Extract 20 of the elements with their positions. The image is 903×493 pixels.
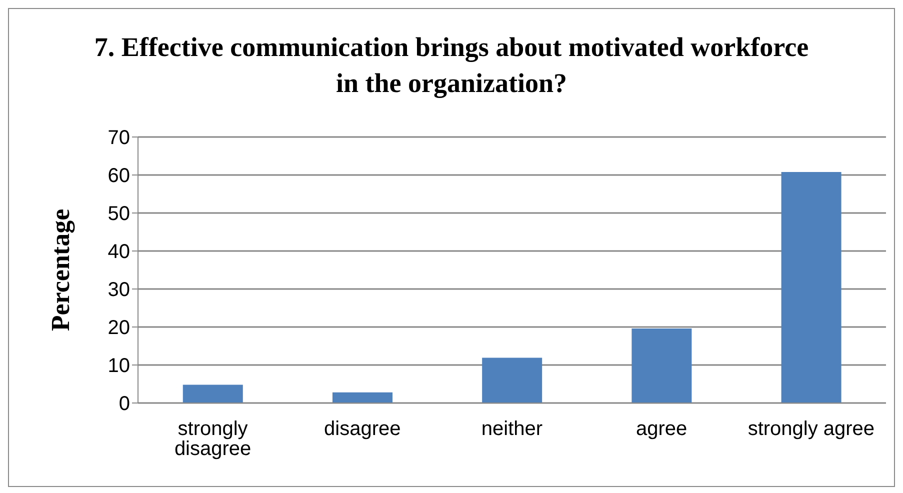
y-tick-label: 30	[108, 279, 130, 302]
x-tick-label: strongly disagree	[174, 418, 252, 460]
bar	[482, 358, 542, 403]
y-tick-label: 0	[118, 393, 130, 416]
y-tick-label: 10	[108, 355, 130, 378]
x-tick-label: agree	[636, 418, 688, 440]
chart-title: 7. Effective communication brings about motivated workforce in the organization?	[93, 31, 810, 100]
bar	[332, 392, 392, 403]
x-tick-label: strongly agree	[748, 418, 875, 440]
bar	[632, 328, 692, 403]
y-tick-label: 70	[108, 127, 130, 150]
y-tick-label: 60	[108, 165, 130, 188]
y-tick-label: 40	[108, 241, 130, 264]
y-tick-label: 50	[108, 203, 130, 226]
y-axis-title: Percentage	[46, 208, 76, 332]
y-tick-label: 20	[108, 317, 130, 340]
x-tick-label: neither	[481, 418, 543, 440]
bar	[781, 172, 842, 403]
bar	[182, 384, 243, 403]
x-tick-label: disagree	[324, 418, 401, 440]
